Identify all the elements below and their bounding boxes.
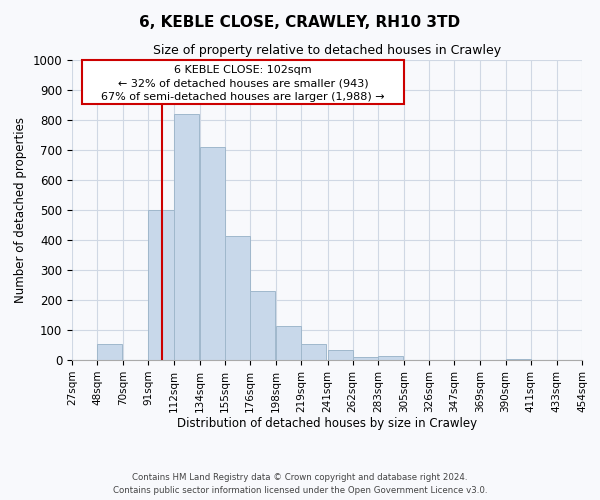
Bar [148,210,173,360]
Bar [225,236,250,360]
Text: Contains HM Land Registry data © Crown copyright and database right 2024.
Contai: Contains HM Land Registry data © Crown c… [113,474,487,495]
Bar [301,344,326,360]
X-axis label: Distribution of detached houses by size in Crawley: Distribution of detached houses by size … [177,418,477,430]
Text: ← 32% of detached houses are smaller (943): ← 32% of detached houses are smaller (94… [118,79,368,89]
Bar [97,344,122,360]
Text: 67% of semi-detached houses are larger (1,988) →: 67% of semi-detached houses are larger (… [101,92,385,102]
Text: 6 KEBLE CLOSE: 102sqm: 6 KEBLE CLOSE: 102sqm [174,64,311,74]
Bar [353,357,378,360]
Y-axis label: Number of detached properties: Number of detached properties [14,117,27,303]
Bar [328,350,353,360]
Text: 6, KEBLE CLOSE, CRAWLEY, RH10 3TD: 6, KEBLE CLOSE, CRAWLEY, RH10 3TD [139,15,461,30]
Bar [250,291,275,360]
Bar [200,147,225,360]
Title: Size of property relative to detached houses in Crawley: Size of property relative to detached ho… [153,44,501,58]
FancyBboxPatch shape [82,60,404,104]
Bar [378,356,403,360]
Bar [276,326,301,360]
Bar [173,114,199,360]
Bar [506,358,530,360]
